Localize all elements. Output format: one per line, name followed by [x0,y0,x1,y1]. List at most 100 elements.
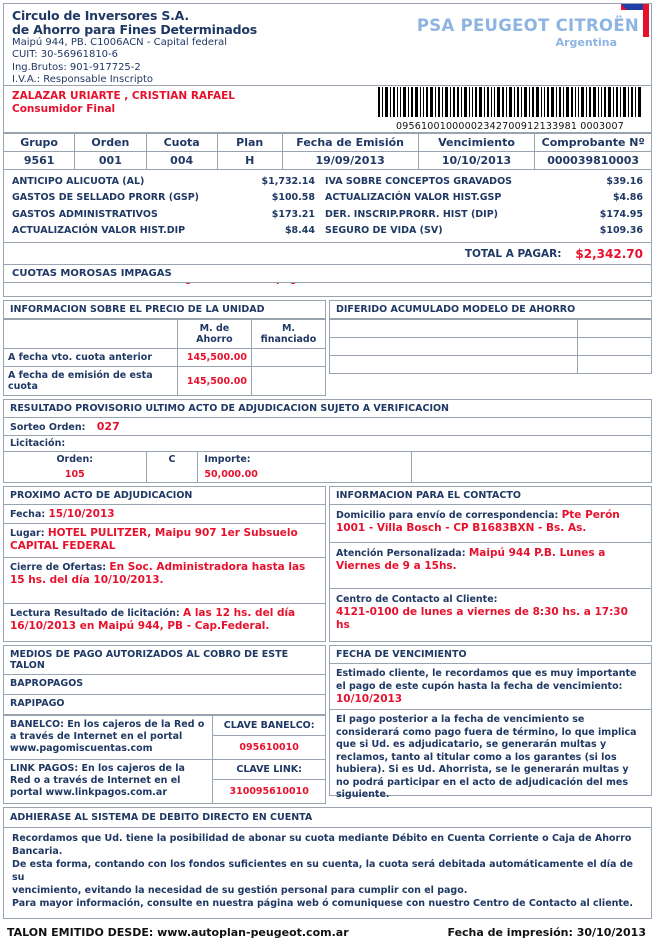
diferido-row [329,319,653,338]
precio-row-ahorro: 145,500.00 [176,366,252,396]
licitacion-importe-label: Importe: [197,452,413,467]
debito-line-3: vencimiento, evitando la necesidad de su… [12,885,468,896]
value-orden: 001 [74,151,147,170]
value-fecha-emision: 19/09/2013 [281,151,419,170]
invoice-page: Circulo de Inversores S.A. de Ahorro par… [2,3,653,939]
precio-row: A fecha de emisión de esta cuota 145,500… [3,366,327,396]
proximo-acto-title: PROXIMO ACTO DE ADJUDICACION [3,486,326,505]
proximo-acto-lugar-value: HOTEL PULITZER, Maipu 907 1er Subsuelo C… [10,527,298,552]
proximo-acto-cierre-value: En Soc. Administradora hasta las 15 hs. … [10,561,306,586]
medios-pago-title: MEDIOS DE PAGO AUTORIZADOS AL COBRO DE E… [3,645,326,675]
diferido-cell-right [576,337,653,356]
concept-left-value: $100.58 [271,192,315,204]
vencimiento-aviso: Estimado cliente, le recordamos que es m… [329,664,652,710]
medios-pago-table: BANELCO: En los cajeros de la Red o a tr… [2,715,326,804]
col-cuota-header: Cuota [145,133,218,152]
licitacion-row: Licitación: [3,436,652,452]
diferido-cell-right [576,319,653,338]
banelco-clave-label: CLAVE BANELCO: [212,715,326,736]
debito-line-4: Para mayor información, consulte en nues… [12,898,633,909]
vencimiento-detalle: El pago posterior a la fecha de vencimie… [329,710,652,800]
proximo-acto-lectura-row: Lectura Resultado de licitación: A las 1… [3,604,326,642]
debito-directo-title: ADHIERASE AL SISTEMA DE DEBITO DIRECTO E… [3,807,652,828]
proximo-acto-lugar-row: Lugar: HOTEL PULITZER, Maipu 907 1er Sub… [3,524,326,558]
company-iva-condition: I.V.A.: Responsable Inscripto [12,74,153,86]
total-row: TOTAL A PAGAR: $2,342.70 [4,242,651,264]
link-row: LINK PAGOS: En los cajeros de la Red o a… [2,759,326,804]
precio-empty-header [3,319,178,349]
vencimiento-title: FECHA DE VENCIMIENTO [329,645,652,664]
cuotas-morosas-clipped-row: Al cierre de esta emisión no registra cu… [3,283,652,297]
banelco-row: BANELCO: En los cajeros de la Red o a tr… [2,715,326,760]
barcode-block: 09561001000002342700912133981 0003007 [369,86,651,132]
vencimiento-panel: FECHA DE VENCIMIENTO Estimado cliente, l… [329,645,652,804]
company-address: Maipú 944, PB. C1006ACN - Capital federa… [12,37,228,48]
diferido-cell-left [329,337,578,356]
footer-emitido-desde: TALON EMITIDO DESDE: www.autoplan-peugeo… [7,926,349,939]
precio-col-financiado-header: M. financiado [250,319,327,349]
acto-contacto-row: PROXIMO ACTO DE ADJUDICACION Fecha: 15/1… [3,486,652,642]
link-clave-row: 310095610010 [4,779,326,804]
contacto-domicilio-row: Domicilio para envío de correspondencia:… [329,505,652,543]
precio-row-financiado [250,366,327,396]
precio-row-ahorro: 145,500.00 [176,348,252,367]
contacto-atencion-row: Atención Personalizada: Maipú 944 P.B. L… [329,543,652,589]
proximo-acto-fecha-label: Fecha: [10,509,46,520]
cuotas-morosas-title: CUOTAS MOROSAS IMPAGAS [3,265,652,283]
brand-country-text: Argentina [555,36,617,49]
customer-tax-type: Consumidor Final [12,102,116,115]
value-comprobante: 000039810003 [534,151,652,170]
col-fecha-emision-header: Fecha de Emisión [281,133,419,152]
concept-row: ANTICIPO ALICUOTA (AL) $1,732.14 IVA SOB… [4,173,651,190]
licitacion-table: Orden: C Importe: 105 50,000.00 [3,452,652,483]
company-cuit: CUIT: 30-56961810-6 [12,49,119,61]
barcode-icon [378,87,641,117]
medios-pago-rapipago: RAPIPAGO [3,695,326,715]
customer-barcode-row: ZALAZAR URIARTE , CRISTIAN RAFAEL Consum… [3,86,652,133]
licitacion-c-label: C [146,452,199,467]
plan-table: Grupo Orden Cuota Plan Fecha de Emisión … [2,133,652,170]
licitacion-value-row: 105 50,000.00 [3,467,652,483]
proximo-acto-fecha-value: 15/10/2013 [48,508,115,520]
precio-header-row: M. de Ahorro M. financiado [3,319,327,349]
contacto-centro-row: Centro de Contacto al Cliente: 4121-0100… [329,589,652,642]
precio-row-label: A fecha de emisión de esta cuota [3,366,178,396]
proximo-acto-cierre-label: Cierre de Ofertas: [10,562,107,573]
medios-pago-panel: MEDIOS DE PAGO AUTORIZADOS AL COBRO DE E… [2,645,326,804]
contacto-panel: INFORMACION PARA EL CONTACTO Domicilio p… [329,486,652,642]
concept-right-label: IVA SOBRE CONCEPTOS GRAVADOS [325,175,512,187]
concept-right-value: $39.16 [606,175,643,187]
sorteo-value: 027 [96,420,120,433]
resultado-title: RESULTADO PROVISORIO ULTIMO ACTO DE ADJU… [3,399,652,418]
precio-row-label: A fecha vto. cuota anterior [3,348,178,367]
total-label: TOTAL A PAGAR: [464,247,562,260]
licitacion-orden-label: Orden: [3,452,147,467]
value-vencimiento: 10/10/2013 [417,151,536,170]
precio-diferido-row: INFORMACION SOBRE EL PRECIO DE LA UNIDAD… [3,300,653,396]
contacto-atencion-label: Atención Personalizada: [336,548,466,559]
debito-line-2: De esta forma, contando con los fondos s… [12,859,633,883]
brand-logo-text: PSA PEUGEOT CITROËN [416,16,639,35]
footer-fecha-impresion: Fecha de impresión: 30/10/2013 [447,926,647,939]
concept-row: GASTOS ADMINISTRATIVOS $173.21 DER. INSC… [4,206,651,223]
concept-left-label: ACTUALIZACIÓN VALOR HIST.DIP [12,225,186,237]
concept-right-value: $4.86 [612,192,643,204]
vencimiento-aviso-fecha: 10/10/2013 [336,693,403,705]
diferido-table [329,319,653,374]
col-grupo-header: Grupo [2,133,76,152]
concept-left-label: ANTICIPO ALICUOTA (AL) [12,175,145,187]
concepts-section: ANTICIPO ALICUOTA (AL) $1,732.14 IVA SOB… [3,170,652,265]
proximo-acto-cierre-row: Cierre de Ofertas: En Soc. Administrador… [3,558,326,604]
debito-line-1: Recordamos que Ud. tiene la posibilidad … [12,833,632,857]
concept-left-value: $1,732.14 [261,175,316,187]
concept-right-label: DER. INSCRIP.PRORR. HIST (DIP) [325,208,499,220]
licitacion-spare-value [412,467,652,483]
link-clave-label: CLAVE LINK: [212,759,326,780]
contacto-centro-value: 4121-0100 de lunes a viernes de 8:30 hs.… [336,606,628,631]
col-plan-header: Plan [216,133,283,152]
link-clave-value: 310095610010 [212,779,326,804]
vencimiento-aviso-text: Estimado cliente, le recordamos que es m… [336,668,637,692]
customer-block: ZALAZAR URIARTE , CRISTIAN RAFAEL Consum… [4,86,369,132]
banelco-description: BANELCO: En los cajeros de la Red o a tr… [2,715,214,760]
diferido-row [329,337,653,356]
